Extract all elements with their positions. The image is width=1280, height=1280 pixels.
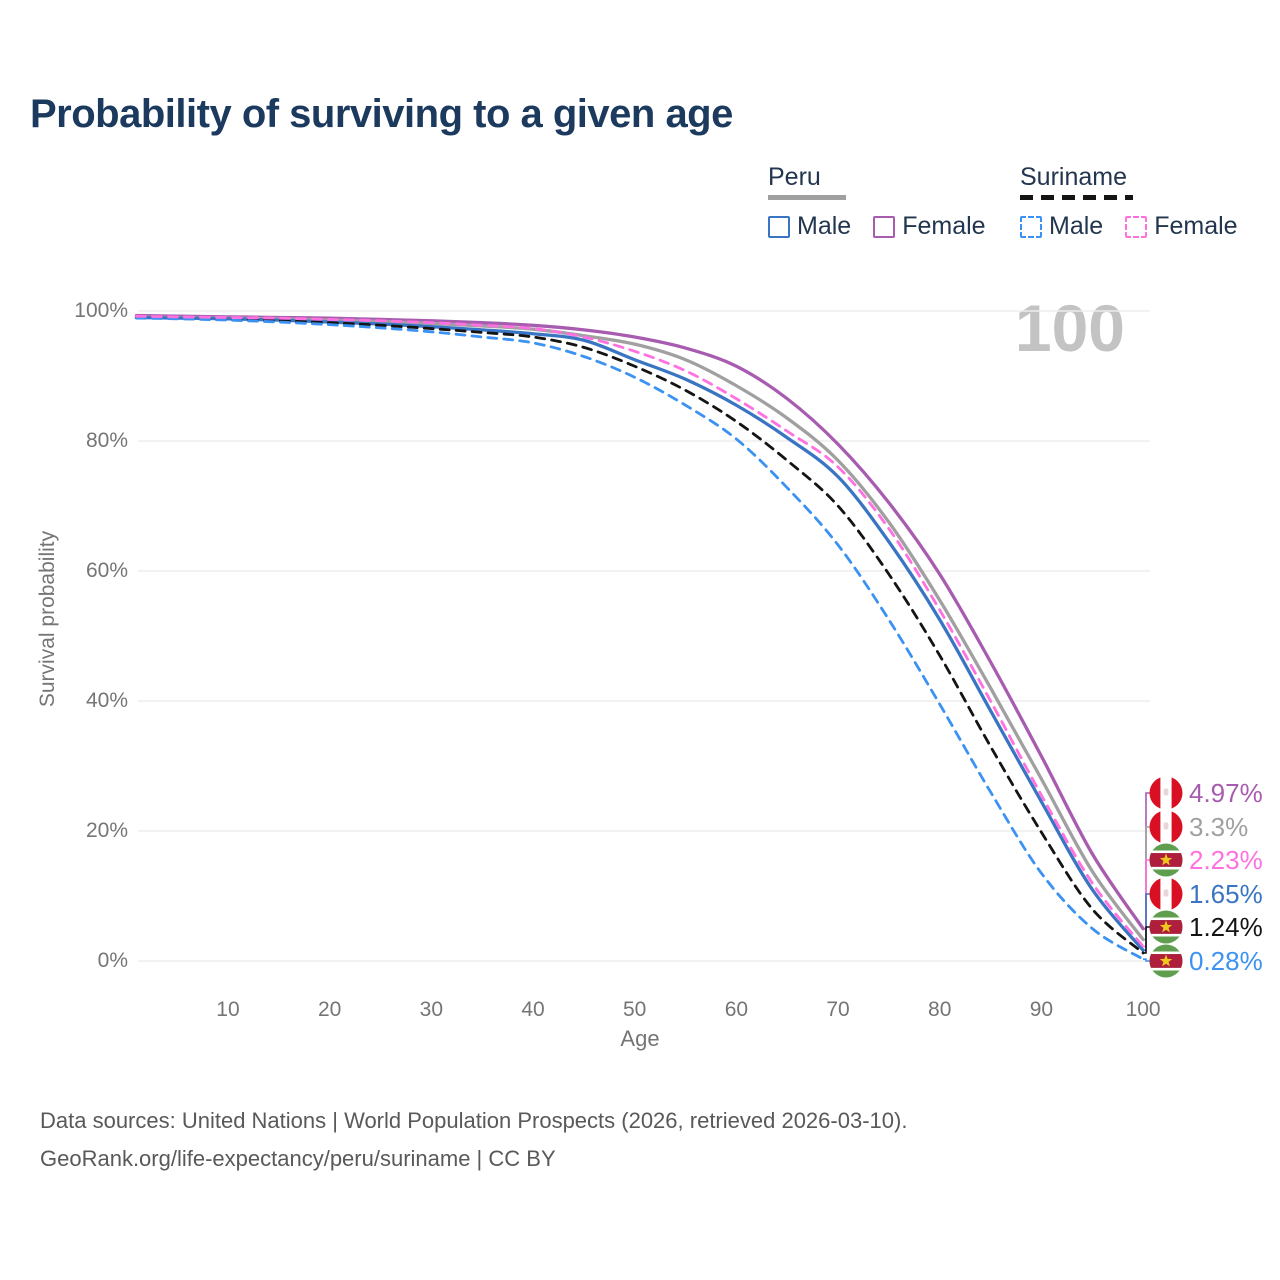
end-label-peru-female: 4.97% bbox=[1149, 775, 1263, 811]
suriname-flag-icon bbox=[1149, 910, 1183, 944]
end-label-peru-total: 3.3% bbox=[1149, 809, 1248, 845]
end-value-suriname-female: 2.23% bbox=[1189, 844, 1263, 875]
x-tick-40: 40 bbox=[521, 998, 545, 1021]
legend-item-peru-female[interactable]: Female bbox=[873, 212, 986, 241]
x-tick-50: 50 bbox=[623, 998, 647, 1021]
legend-suriname-label: Suriname bbox=[1020, 163, 1127, 191]
attribution-text: GeoRank.org/life-expectancy/peru/surinam… bbox=[40, 1146, 556, 1171]
legend-group-peru: Peru bbox=[768, 163, 846, 200]
legend-suriname-line-sample bbox=[1020, 195, 1133, 200]
y-tick-40: 40% bbox=[85, 689, 128, 712]
connector-peru-male bbox=[1143, 893, 1151, 952]
end-label-peru-male: 1.65% bbox=[1149, 876, 1263, 912]
curve-suriname-female[interactable] bbox=[135, 314, 1145, 948]
peru-flag-icon bbox=[1149, 877, 1183, 911]
peru-flag-icon bbox=[1149, 776, 1183, 810]
legend-suriname-items: Male Female bbox=[1020, 212, 1238, 241]
legend-item-peru-male[interactable]: Male bbox=[768, 212, 851, 241]
legend-item-label: Female bbox=[1154, 212, 1238, 240]
x-tick-70: 70 bbox=[826, 998, 850, 1021]
peru-flag-icon bbox=[1149, 810, 1183, 844]
end-value-peru-total: 3.3% bbox=[1189, 811, 1249, 842]
legend-peru-items: Male Female bbox=[768, 212, 986, 241]
end-label-suriname-male: 0.28% bbox=[1149, 943, 1263, 979]
connector-suriname-male bbox=[1143, 958, 1151, 962]
connector-suriname-total bbox=[1143, 926, 1151, 954]
legend-item-suriname-female[interactable]: Female bbox=[1125, 212, 1238, 241]
suriname-flag-icon bbox=[1149, 843, 1183, 877]
legend-peru-line-sample bbox=[768, 195, 846, 200]
legend-item-label: Female bbox=[902, 212, 986, 240]
x-tick-10: 10 bbox=[216, 998, 240, 1021]
legend-item-label: Male bbox=[797, 212, 852, 240]
curve-peru-male[interactable] bbox=[134, 315, 1145, 952]
legend-group-suriname: Suriname bbox=[1020, 163, 1133, 200]
curve-suriname-male[interactable] bbox=[135, 316, 1145, 961]
x-axis-title: Age bbox=[620, 1026, 660, 1051]
suriname-flag-icon bbox=[1149, 944, 1183, 978]
y-tick-100: 100% bbox=[74, 299, 128, 322]
curve-peru-total[interactable] bbox=[134, 315, 1145, 942]
legend-peru-label: Peru bbox=[768, 163, 821, 191]
end-value-suriname-male: 0.28% bbox=[1189, 945, 1263, 976]
end-label-suriname-total: 1.24% bbox=[1149, 909, 1263, 945]
x-tick-90: 90 bbox=[1029, 998, 1054, 1021]
x-tick-100: 100 bbox=[1125, 998, 1161, 1021]
end-value-peru-female: 4.97% bbox=[1189, 777, 1263, 808]
y-tick-80: 80% bbox=[85, 429, 128, 452]
x-tick-30: 30 bbox=[419, 998, 443, 1021]
curve-suriname-total[interactable] bbox=[135, 316, 1145, 955]
page-title: Probability of surviving to a given age bbox=[30, 92, 733, 136]
end-value-suriname-total: 1.24% bbox=[1189, 911, 1263, 942]
end-value-peru-male: 1.65% bbox=[1189, 878, 1263, 909]
legend-checkbox-peru-male[interactable] bbox=[768, 215, 790, 238]
legend-item-suriname-male[interactable]: Male bbox=[1020, 212, 1103, 241]
end-label-suriname-female: 2.23% bbox=[1149, 842, 1263, 878]
x-tick-80: 80 bbox=[928, 998, 952, 1021]
legend-checkbox-peru-female[interactable] bbox=[873, 215, 896, 238]
y-axis-title: Survival probability bbox=[36, 530, 59, 708]
y-tick-20: 20% bbox=[85, 819, 128, 842]
curve-peru-female[interactable] bbox=[134, 313, 1145, 931]
x-tick-60: 60 bbox=[724, 998, 749, 1021]
age-watermark: 100 bbox=[1014, 291, 1125, 365]
y-tick-60: 60% bbox=[85, 559, 128, 582]
x-tick-20: 20 bbox=[317, 998, 342, 1021]
legend-checkbox-suriname-male[interactable] bbox=[1020, 215, 1042, 238]
y-tick-0: 0% bbox=[97, 949, 128, 972]
legend-checkbox-suriname-female[interactable] bbox=[1125, 215, 1148, 238]
data-sources-text: Data sources: United Nations | World Pop… bbox=[40, 1108, 908, 1133]
legend-item-label: Male bbox=[1049, 212, 1104, 240]
